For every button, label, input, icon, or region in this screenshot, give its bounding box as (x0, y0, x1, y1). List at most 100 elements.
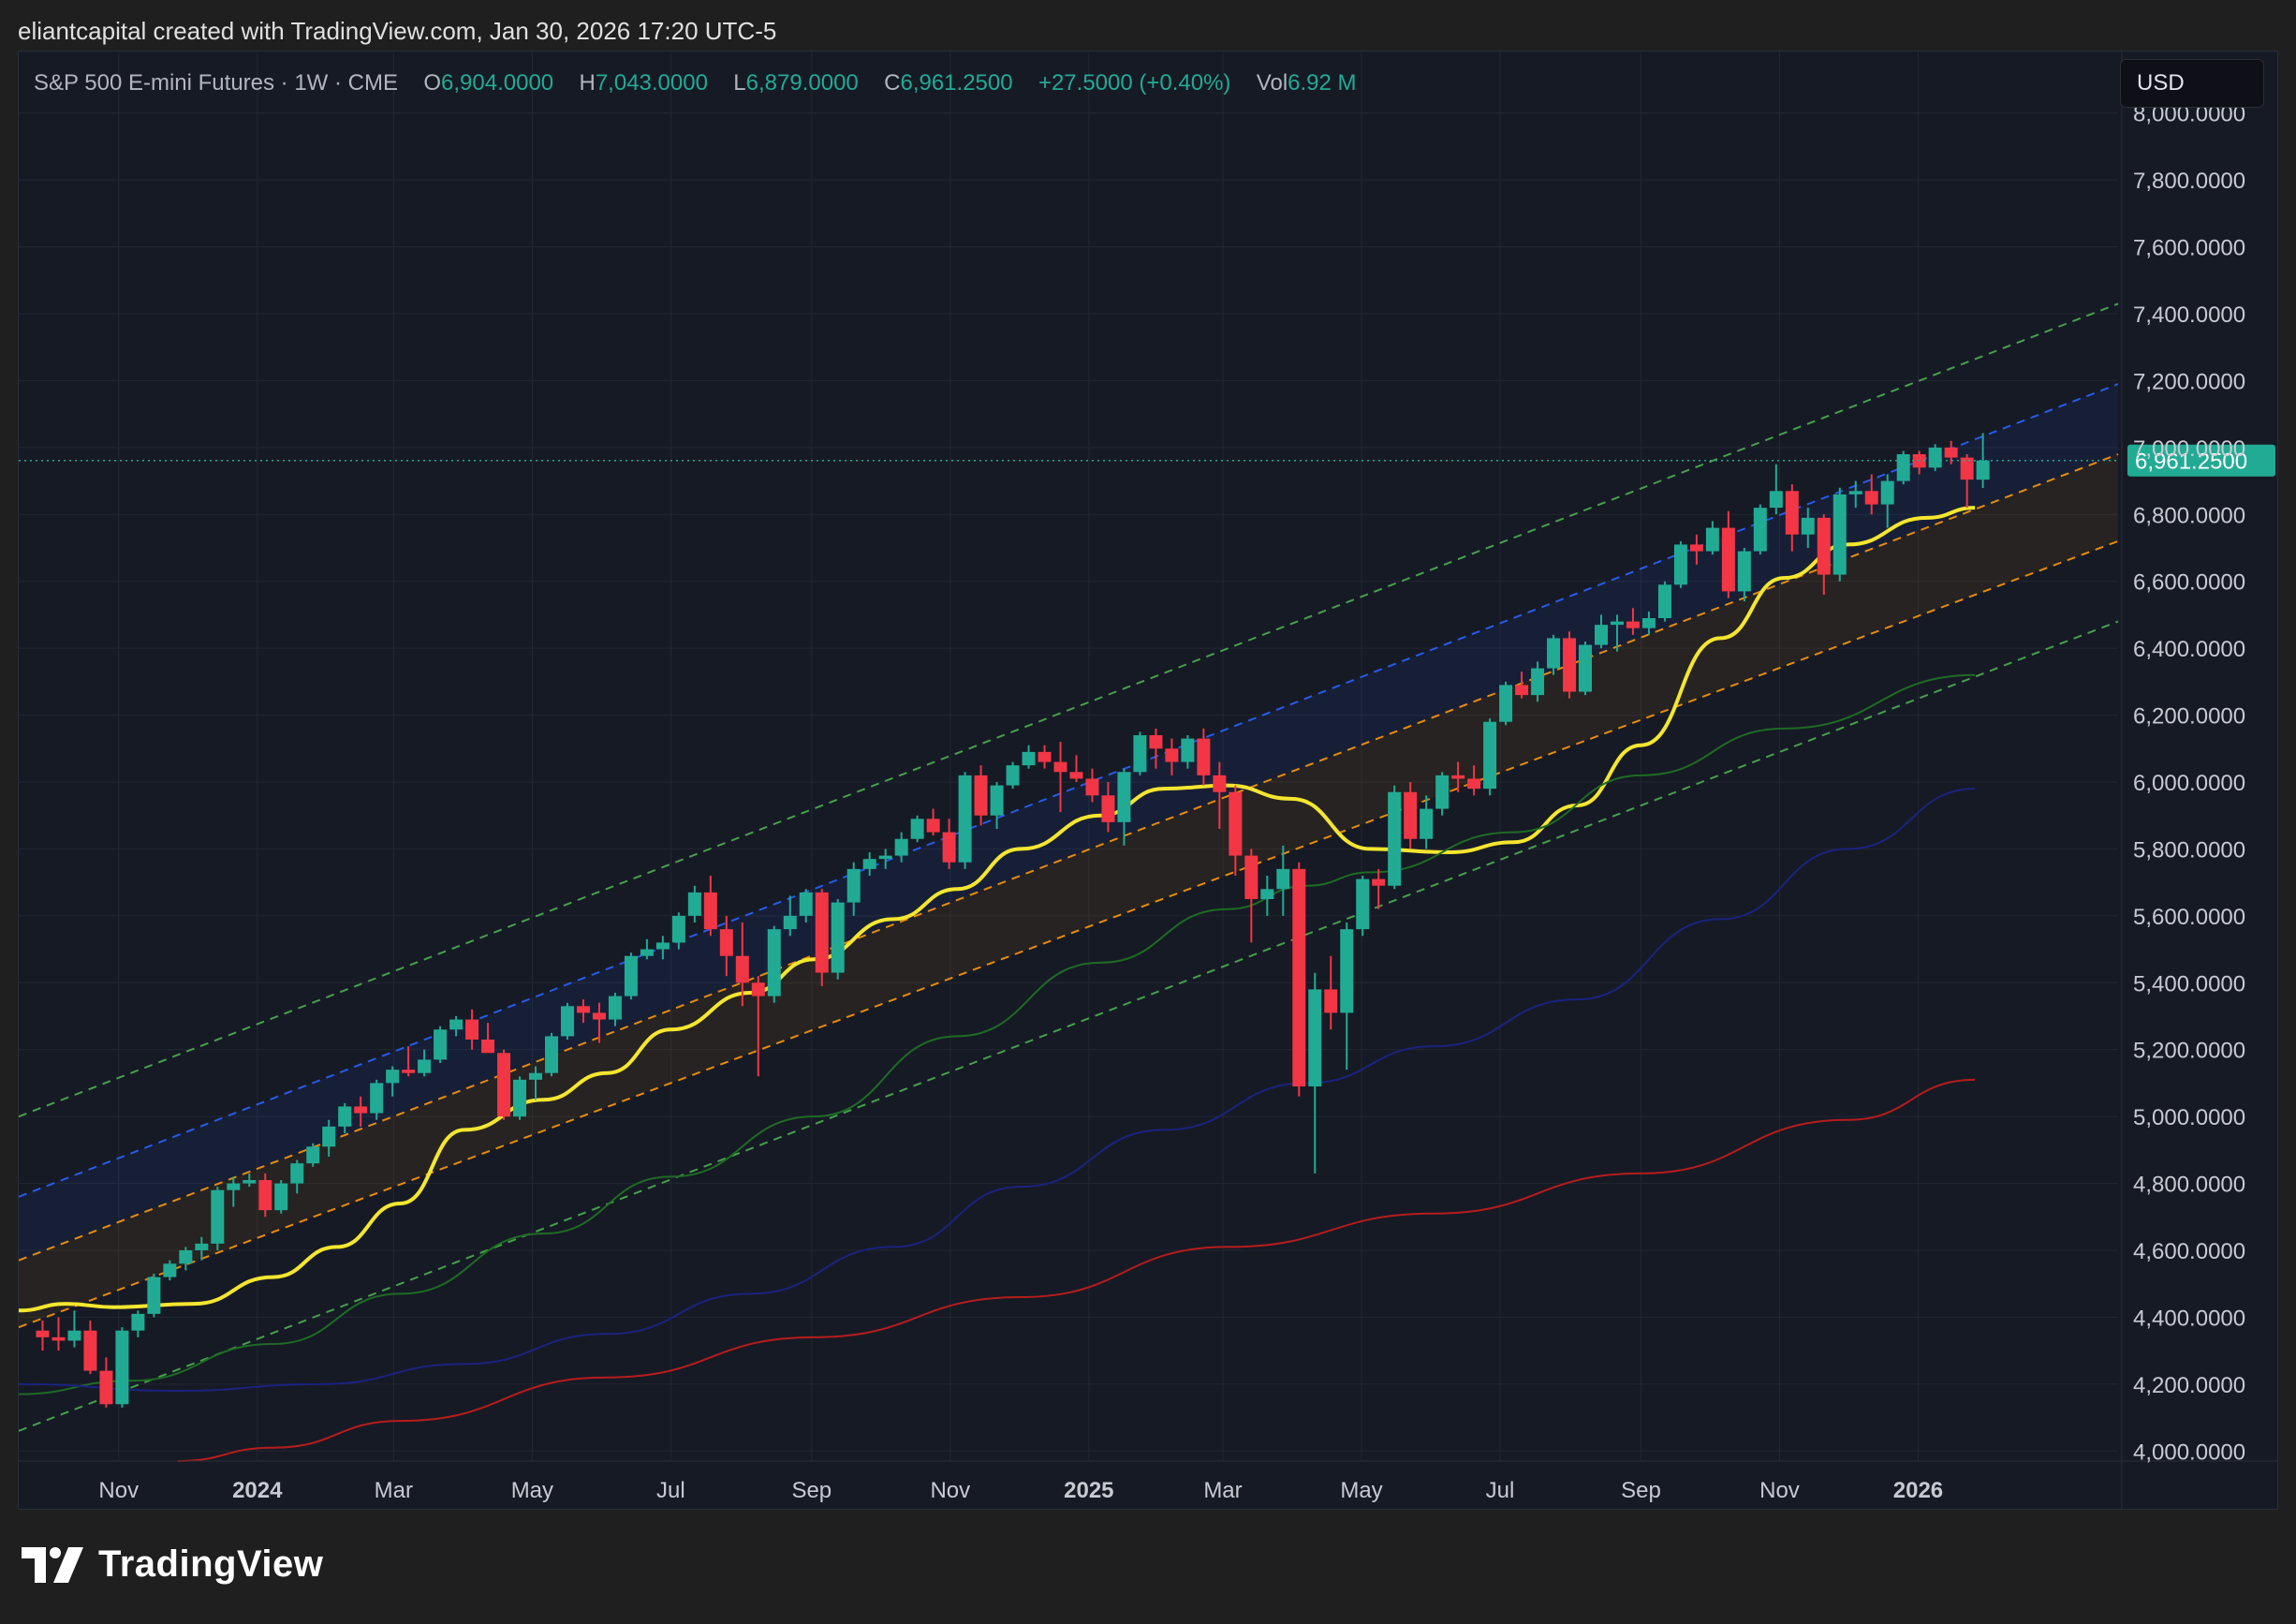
symbol-legend: S&P 500 E-mini Futures · 1W · CME O6,904… (34, 70, 1357, 96)
candle-body (1213, 775, 1227, 792)
candle (1753, 504, 1767, 555)
candle (1260, 876, 1274, 916)
candle (846, 862, 861, 916)
y-tick-label: 5,000.0000 (2133, 1105, 2245, 1130)
symbol-title[interactable]: S&P 500 E-mini Futures · 1W · CME (34, 70, 398, 96)
chart-panel[interactable]: 6,961.2500 4,000.0000 4,200.0000 4,400.000… (18, 51, 2278, 1510)
candle (878, 849, 892, 869)
candle-body (719, 929, 733, 956)
candle-body (1960, 457, 1974, 480)
candle-body (195, 1243, 209, 1250)
candle (1244, 849, 1258, 943)
candle-body (926, 819, 940, 833)
candle-body (1260, 889, 1274, 899)
candle-body (1451, 775, 1465, 779)
candle (799, 889, 813, 923)
candle-body (1657, 584, 1671, 618)
candle (926, 808, 940, 836)
candle (1689, 534, 1703, 565)
candle-body (481, 1040, 495, 1054)
price-chart[interactable]: 6,961.2500 4,000.0000 4,200.0000 4,400.000… (19, 52, 2278, 1510)
y-tick-label: 7,200.0000 (2133, 369, 2245, 394)
candle-body (115, 1330, 129, 1405)
candle (465, 1009, 479, 1050)
candle-body (434, 1029, 448, 1060)
candle-body (163, 1263, 177, 1277)
y-tick-label: 4,000.0000 (2133, 1439, 2245, 1465)
candle (1133, 731, 1147, 775)
brand-name: TradingView (98, 1543, 324, 1585)
low-value: 6,879.0000 (745, 70, 859, 96)
candle (1832, 487, 1847, 582)
candle (1101, 782, 1115, 833)
candle-body (1531, 668, 1545, 696)
candle (1053, 742, 1067, 813)
candle (1896, 450, 1910, 485)
x-tick-label: May (511, 1478, 553, 1503)
candle (1801, 508, 1815, 548)
candle-body (671, 915, 685, 943)
candle (1848, 480, 1862, 509)
candle (974, 765, 988, 826)
candle-body (1721, 527, 1735, 592)
candle-body (1817, 517, 1831, 575)
candle-body (1149, 735, 1163, 749)
candle (83, 1321, 97, 1375)
volume-label: Vol (1256, 70, 1288, 96)
candle-body (576, 1006, 590, 1013)
candle-body (386, 1070, 400, 1084)
candle (386, 1066, 400, 1097)
candle (402, 1046, 416, 1077)
candle-body (513, 1079, 527, 1117)
open-label: O (423, 70, 442, 96)
candle-body (687, 892, 701, 916)
candle-body (1610, 621, 1624, 626)
candle (560, 1002, 574, 1040)
y-tick-label: 7,800.0000 (2133, 169, 2245, 194)
candle (1657, 581, 1671, 622)
candle-body (592, 1012, 606, 1020)
candle-body (258, 1180, 272, 1211)
x-tick-label: Mar (375, 1478, 413, 1503)
y-tick-label: 4,400.0000 (2133, 1306, 2245, 1331)
candle (1673, 540, 1687, 588)
candle-body (1435, 775, 1450, 809)
candle (1626, 608, 1640, 635)
candle-body (211, 1189, 225, 1244)
candle-body (1673, 544, 1687, 585)
candle (1880, 474, 1894, 528)
candle (1769, 464, 1783, 515)
candle-body (1165, 748, 1179, 762)
candle-body (1420, 808, 1434, 839)
candle (481, 1023, 495, 1054)
candle (274, 1180, 288, 1214)
channel-inner-bottom-line (19, 539, 2119, 1329)
low-label: L (733, 70, 746, 96)
candle-body (67, 1330, 81, 1341)
candle-body (958, 775, 972, 863)
candle (1022, 745, 1036, 769)
high-value: 7,043.0000 (595, 70, 708, 96)
x-tick-label: Nov (930, 1478, 970, 1503)
currency-button[interactable]: USD (2120, 59, 2264, 108)
candle-body (1276, 868, 1290, 890)
candle (544, 1032, 558, 1077)
candle (497, 1049, 511, 1120)
candle-body (1547, 638, 1561, 669)
candle-body (370, 1083, 384, 1114)
candle (290, 1159, 304, 1194)
tradingview-brand[interactable]: TradingView (22, 1543, 323, 1586)
candle-body (703, 892, 717, 930)
candle-body (910, 819, 924, 839)
candle-body (1101, 795, 1115, 822)
candle-body (1848, 491, 1862, 495)
x-tick-label: 2025 (1064, 1478, 1113, 1503)
candle-body (83, 1330, 97, 1371)
ma-50-line (19, 673, 1976, 1395)
candle-body (179, 1250, 193, 1264)
candle (1451, 761, 1465, 792)
candle-body (1928, 447, 1942, 468)
candle-body (783, 915, 797, 930)
candle-body (1515, 685, 1529, 696)
candle-body (1769, 491, 1783, 509)
